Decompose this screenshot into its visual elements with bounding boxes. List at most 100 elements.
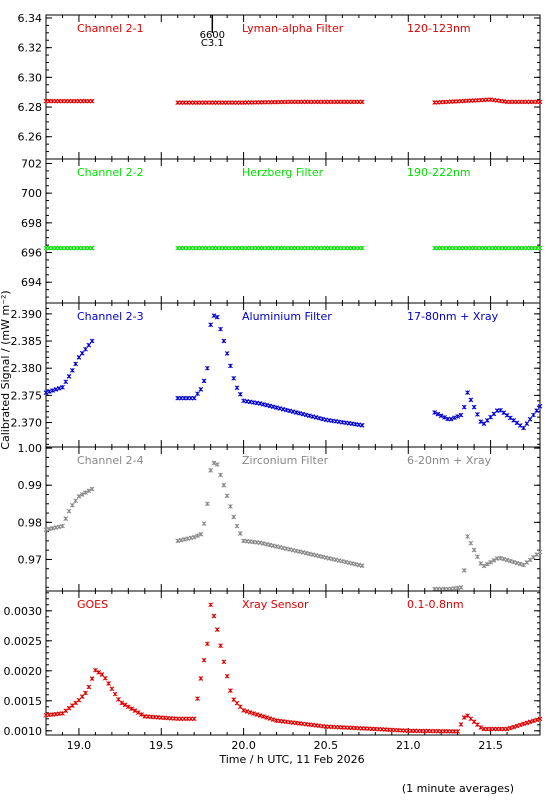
panel-3-y-tick-label: 2.375	[11, 389, 43, 402]
panel-3-data-point	[514, 420, 520, 426]
panel-3-data-point	[228, 363, 233, 369]
panel-4-data-point	[458, 585, 464, 590]
panel-1-y-tick-label: 6.26	[18, 131, 43, 144]
panel-4-data-point	[280, 545, 286, 551]
panel-4-y-tick-label: 1.00	[18, 442, 43, 455]
panel-4-data-point	[214, 462, 220, 467]
panel-4-y-tick-label: 0.99	[18, 479, 43, 492]
panel-3-data-point	[432, 410, 437, 415]
panel-1-data-point	[359, 99, 365, 105]
panel-4-data-point	[79, 492, 85, 497]
panel-3-data-point	[257, 401, 263, 406]
panel-3-data-point	[521, 425, 526, 431]
panel-4-data-point	[498, 555, 503, 561]
panel-5-data-point	[251, 711, 256, 716]
panel-4-data-point	[353, 561, 358, 567]
panel-3-data-point	[214, 314, 220, 320]
panel-4-data-point	[300, 550, 306, 555]
panel-4-data-point	[224, 493, 230, 499]
panel-5-y-tick-label: 0.0015	[4, 695, 43, 708]
panel-4-data-point	[508, 558, 513, 564]
panel-5-data-point	[524, 720, 530, 726]
panel-4-data-point	[517, 561, 523, 567]
panel-3-data-point	[221, 338, 227, 344]
panel-3-data-point	[438, 413, 444, 419]
panel-5-data-point	[122, 702, 128, 708]
panel-3-data-point	[76, 354, 82, 360]
panel-3-data-point	[511, 418, 517, 423]
panel-5-data-point	[267, 716, 273, 721]
panel-3-data-point	[89, 338, 95, 344]
panel-4-data-point	[297, 549, 302, 555]
panel-3-data-point	[274, 405, 279, 410]
panel-3-data-point	[504, 412, 510, 418]
panel-4-data-point	[86, 488, 92, 494]
panel-4-data-point	[307, 551, 312, 557]
panel-3-data-point	[527, 416, 533, 422]
panel-1-filter-name: Lyman-alpha Filter	[242, 22, 344, 35]
panel-3-data-point	[297, 410, 302, 416]
panel-1-channel-name: Channel 2-1	[77, 22, 144, 35]
panel-4-data-series	[43, 460, 543, 592]
panel-4-data-point	[205, 501, 210, 507]
panel-5-data-point	[198, 676, 204, 681]
panel-4-data-point	[313, 553, 319, 558]
panel-3-data-point	[468, 397, 474, 403]
panel-3-data-point	[316, 415, 322, 421]
panel-4-data-point	[488, 559, 493, 565]
y-axis-label: Calibrated Signal / (mW m⁻²)	[0, 290, 12, 449]
panel-3-data-point	[231, 375, 237, 381]
panel-3-data-point	[195, 391, 200, 397]
panel-5-data-point	[99, 672, 105, 677]
panel-2-y-tick-label: 696	[21, 247, 42, 260]
panel-4-data-point	[76, 494, 82, 499]
panel-4-data-point	[475, 554, 480, 560]
panel-5-data-point	[218, 643, 223, 649]
panel-3-data-point	[475, 412, 480, 417]
panel-5-data-point	[205, 641, 210, 647]
panel-4-data-point	[481, 563, 487, 569]
panel-4-data-point	[333, 557, 339, 563]
panel-4-data-point	[73, 498, 78, 504]
panel-3-data-point	[307, 413, 312, 419]
panel-5-data-point	[135, 710, 141, 715]
panel-4-data-point	[53, 525, 59, 530]
panel-3-data-point	[46, 389, 52, 394]
panel-2-y-tick-label: 700	[21, 187, 42, 200]
panel-3-data-point	[267, 403, 273, 409]
panel-3-data-point	[524, 421, 530, 426]
panel-5-data-point	[83, 690, 88, 696]
panel-5-data-point	[79, 694, 85, 699]
panel-5-data-point	[264, 715, 270, 720]
panel-5-data-series	[43, 602, 543, 734]
panel-4-data-point	[234, 523, 240, 529]
panel-5-data-point	[254, 712, 260, 717]
x-axis-label: Time / h UTC, 11 Feb 2026	[218, 753, 364, 766]
panel-3-data-point	[465, 390, 470, 396]
panel-3-data-point	[320, 416, 325, 422]
panel-4-data-point	[264, 541, 270, 547]
panel-5-data-point	[270, 717, 276, 722]
panel-4-data-point	[461, 567, 467, 573]
panel-5-data-point	[109, 686, 115, 692]
panel-3-data-point	[277, 406, 283, 411]
panel-2-data-point	[89, 245, 95, 251]
panel-4-data-point	[66, 508, 72, 514]
panel-1-y-tick-label: 6.34	[18, 12, 43, 25]
panel-5-data-point	[132, 708, 138, 713]
panel-5-y-tick-label: 0.0020	[4, 665, 43, 678]
panel-3-data-point	[435, 411, 441, 417]
panel-4-data-point	[46, 526, 52, 532]
panel-4-data-point	[336, 558, 342, 563]
panel-5-data-point	[534, 717, 540, 723]
panel-5-data-point	[119, 700, 125, 706]
panel-3-data-point	[50, 388, 55, 393]
panel-2-data-point	[359, 245, 365, 251]
panel-5-data-point	[241, 708, 246, 713]
panel-5-data-point	[93, 667, 98, 673]
panel-5-data-point	[514, 723, 520, 729]
panel-4-data-point	[326, 555, 332, 561]
panel-4-data-point	[349, 561, 355, 566]
panel-3-data-point	[501, 410, 507, 416]
panel-5-channel-name: GOES	[77, 598, 108, 611]
